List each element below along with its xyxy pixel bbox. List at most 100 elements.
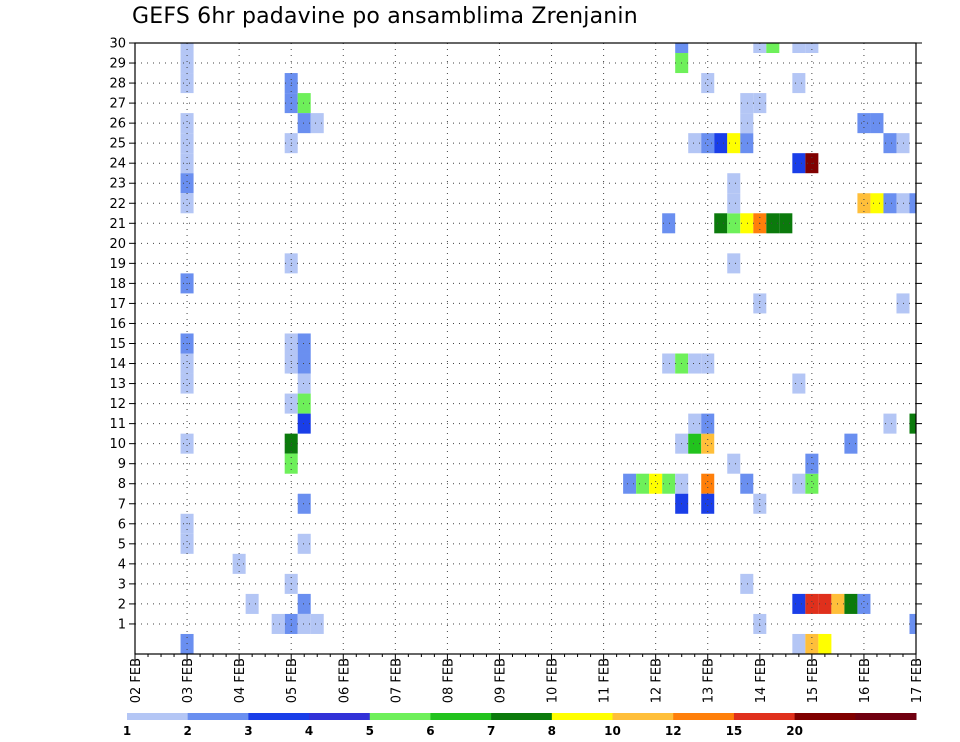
y-tick-label: 16	[109, 317, 126, 332]
heatmap-cell	[792, 633, 806, 654]
y-tick-label: 17	[109, 297, 126, 312]
y-tick-label: 15	[109, 337, 126, 352]
heatmap-cell	[297, 593, 311, 614]
heatmap-cell	[180, 193, 194, 214]
x-tick-label: 07 FEB	[389, 658, 404, 703]
heatmap-cell	[883, 413, 897, 434]
y-tick-label: 24	[109, 157, 126, 172]
heatmap-cell	[271, 613, 285, 634]
heatmap-cell	[740, 213, 754, 234]
heatmap-cell	[740, 133, 754, 154]
heatmap-cell	[909, 413, 916, 434]
colorbar-segment	[491, 713, 553, 720]
heatmap-cell	[740, 473, 754, 494]
heatmap-cell	[740, 93, 754, 114]
x-tick-label: 16 FEB	[858, 658, 873, 703]
y-tick-label: 2	[118, 597, 126, 612]
heatmap-cell	[297, 613, 311, 634]
colorbar-segment	[187, 713, 249, 720]
heatmap-cell	[701, 413, 715, 434]
colorbar-label: 2	[184, 724, 192, 738]
colorbar-label: 5	[366, 724, 374, 738]
heatmap-cell	[844, 593, 858, 614]
heatmap-cell	[701, 353, 715, 374]
x-tick-label: 02 FEB	[129, 658, 144, 703]
heatmap-cell	[909, 193, 916, 214]
dotted-grid	[135, 42, 916, 654]
heatmap-cell	[805, 593, 819, 614]
heatmap-cell	[792, 473, 806, 494]
y-tick-label: 18	[109, 277, 126, 292]
chart-title: GEFS 6hr padavine po ansamblima Zrenjani…	[132, 4, 638, 29]
heatmap-cell	[662, 353, 676, 374]
heatmap-cell	[297, 333, 311, 354]
y-tick-label: 11	[109, 417, 126, 432]
heatmap-cell	[662, 473, 676, 494]
heatmap-cell	[297, 533, 311, 554]
heatmap-cell	[857, 193, 871, 214]
y-tick-label: 8	[118, 477, 126, 492]
heatmap-cell	[701, 73, 715, 94]
y-tick-label: 28	[109, 77, 126, 92]
heatmap-cell	[727, 193, 741, 214]
heatmap-cell	[180, 373, 194, 394]
y-tick-label: 10	[109, 437, 126, 452]
heatmap-cell	[792, 73, 806, 94]
colorbar-segment	[673, 713, 735, 720]
x-tick-label: 14 FEB	[754, 658, 769, 703]
y-tick-label: 26	[109, 117, 126, 132]
colorbar-segment	[248, 713, 310, 720]
y-tick-label: 7	[118, 497, 126, 512]
y-tick-label: 27	[109, 97, 126, 112]
plot-frame	[134, 42, 917, 655]
y-tick-label: 25	[109, 137, 126, 152]
heatmap-cell	[297, 493, 311, 514]
colorbar: 1 2 3 4 5 6 7 8 10 12 15 20	[123, 713, 917, 738]
x-tick-label: 08 FEB	[441, 658, 456, 703]
heatmap-cell	[180, 173, 194, 194]
heatmap-cell	[896, 133, 910, 154]
x-tick-label: 06 FEB	[337, 658, 352, 703]
y-tick-label: 9	[118, 457, 126, 472]
heatmap-cell	[779, 213, 793, 234]
heatmap-cell	[180, 353, 194, 374]
y-axis-ticks: 1234567891011121314151617181920212223242…	[109, 37, 922, 632]
heatmap-cell	[688, 133, 702, 154]
heatmap-cell	[297, 353, 311, 374]
x-tick-label: 10 FEB	[546, 658, 561, 703]
colorbar-label: 12	[665, 724, 682, 738]
colorbar-segment	[551, 713, 614, 720]
heatmap-cell	[844, 433, 858, 454]
heatmap-cell	[740, 113, 754, 134]
colorbar-label: 10	[604, 724, 621, 738]
heatmap-cell	[870, 113, 884, 134]
heatmap-cell	[310, 113, 324, 134]
heatmap-cell	[805, 43, 819, 54]
heatmap-cell	[909, 613, 916, 634]
colorbar-segment	[127, 713, 189, 720]
heatmap-cell	[714, 133, 728, 154]
heatmap-cell	[727, 253, 741, 274]
y-tick-label: 29	[109, 57, 126, 72]
heatmap-cell	[727, 133, 741, 154]
heatmap-cell	[180, 43, 194, 54]
heatmap-cell	[180, 113, 194, 134]
heatmap-cell	[727, 453, 741, 474]
heatmap-cell	[740, 573, 754, 594]
heatmap-cell	[896, 293, 910, 314]
heatmap-cell	[623, 473, 637, 494]
heatmap-cell	[180, 533, 194, 554]
y-tick-label: 22	[109, 197, 126, 212]
heatmap-cell	[857, 113, 871, 134]
x-tick-label: 17 FEB	[910, 658, 925, 703]
heatmap-cell	[766, 43, 780, 54]
colorbar-label: 8	[548, 724, 556, 738]
heatmap-cell	[883, 133, 897, 154]
heatmap-cell	[297, 413, 311, 434]
heatmap-cell	[688, 353, 702, 374]
heatmap-cell	[727, 213, 741, 234]
y-tick-label: 21	[109, 217, 126, 232]
y-tick-label: 5	[118, 537, 126, 552]
heatmap-cell	[649, 473, 663, 494]
